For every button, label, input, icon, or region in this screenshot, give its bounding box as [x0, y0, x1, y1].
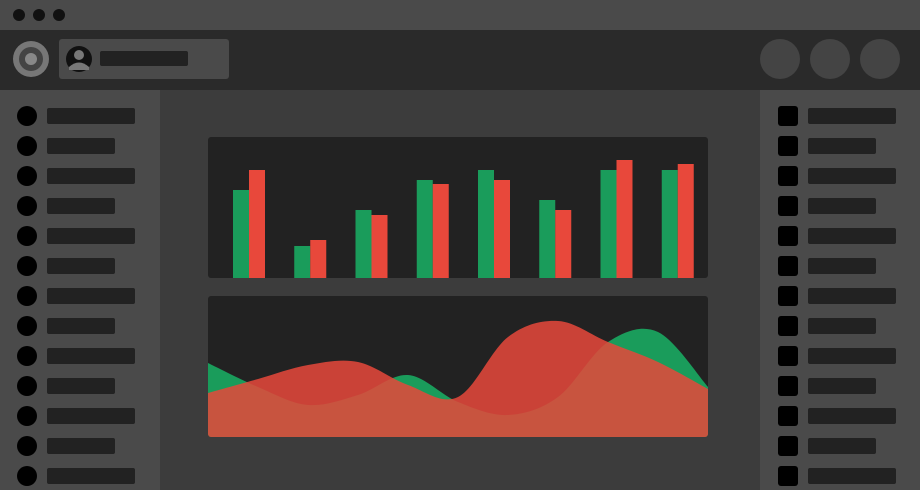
nav-icon[interactable]: [17, 136, 37, 156]
nav-label: [47, 288, 135, 304]
avatar: [69, 62, 89, 70]
nav-icon[interactable]: [778, 136, 798, 156]
bar: [661, 170, 678, 278]
bar: [294, 246, 311, 278]
bar: [355, 210, 372, 278]
nav-label: [47, 258, 115, 274]
nav-icon[interactable]: [778, 106, 798, 126]
nav-label: [808, 108, 896, 124]
nav-label: [47, 348, 135, 364]
nav-icon[interactable]: [778, 196, 798, 216]
bar: [494, 180, 510, 278]
nav-label: [808, 138, 876, 154]
bar: [600, 170, 617, 278]
bar: [310, 240, 327, 278]
nav-icon[interactable]: [17, 196, 37, 216]
nav-label: [808, 228, 896, 244]
nav-icon[interactable]: [17, 106, 37, 126]
nav-label: [47, 438, 115, 454]
window-button[interactable]: [53, 9, 65, 21]
nav-icon[interactable]: [778, 166, 798, 186]
nav-label: [808, 348, 896, 364]
nav-icon[interactable]: [778, 466, 798, 486]
nav-icon[interactable]: [17, 436, 37, 456]
bar: [416, 180, 433, 278]
nav-icon[interactable]: [778, 256, 798, 276]
nav-label: [47, 228, 135, 244]
bar: [539, 200, 556, 278]
nav-icon[interactable]: [778, 346, 798, 366]
window-button[interactable]: [13, 9, 25, 21]
bar: [249, 170, 265, 278]
header-button[interactable]: [860, 39, 900, 79]
nav-icon[interactable]: [778, 406, 798, 426]
user-name: [100, 51, 188, 66]
nav-label: [808, 438, 876, 454]
window-button[interactable]: [33, 9, 45, 21]
nav-label: [808, 288, 896, 304]
nav-icon[interactable]: [778, 316, 798, 336]
nav-label: [808, 318, 876, 334]
nav-label: [47, 378, 115, 394]
bar: [371, 215, 388, 278]
bar: [478, 170, 494, 278]
title-bar: [0, 0, 920, 30]
bar: [616, 160, 633, 278]
area: [208, 320, 708, 437]
nav-label: [47, 108, 135, 124]
nav-icon[interactable]: [17, 346, 37, 366]
nav-label: [808, 168, 896, 184]
logo: [25, 53, 37, 65]
bar: [432, 184, 449, 278]
nav-label: [808, 258, 876, 274]
bar: [555, 210, 572, 278]
nav-label: [808, 468, 896, 484]
nav-label: [808, 378, 876, 394]
chart-panel: [208, 137, 708, 278]
nav-label: [47, 318, 115, 334]
nav-icon[interactable]: [17, 316, 37, 336]
nav-icon[interactable]: [778, 226, 798, 246]
nav-icon[interactable]: [778, 286, 798, 306]
nav-icon[interactable]: [17, 466, 37, 486]
nav-icon[interactable]: [778, 436, 798, 456]
nav-label: [808, 198, 876, 214]
nav-label: [47, 198, 115, 214]
area-group: [208, 320, 708, 437]
nav-icon[interactable]: [17, 376, 37, 396]
nav-icon[interactable]: [17, 256, 37, 276]
nav-icon[interactable]: [778, 376, 798, 396]
bar: [677, 164, 694, 278]
nav-icon[interactable]: [17, 226, 37, 246]
bar: [233, 190, 249, 278]
nav-label: [47, 168, 135, 184]
nav-label: [47, 138, 115, 154]
nav-label: [47, 468, 135, 484]
nav-icon[interactable]: [17, 286, 37, 306]
nav-icon[interactable]: [17, 166, 37, 186]
avatar: [74, 50, 84, 60]
nav-label: [47, 408, 135, 424]
nav-label: [808, 408, 896, 424]
header-button[interactable]: [810, 39, 850, 79]
nav-icon[interactable]: [17, 406, 37, 426]
header-button[interactable]: [760, 39, 800, 79]
